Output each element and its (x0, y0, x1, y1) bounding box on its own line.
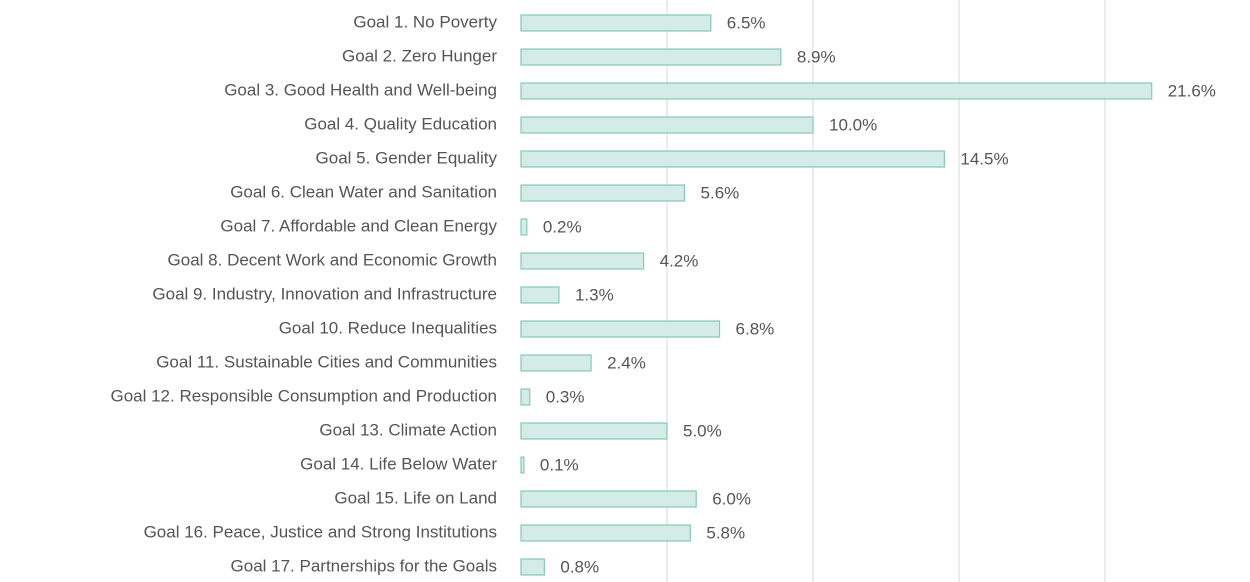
bar (520, 320, 721, 338)
bar (520, 422, 668, 440)
value-label: 21.6% (1168, 81, 1216, 100)
category-label: Goal 8. Decent Work and Economic Growth (168, 250, 497, 269)
bar (520, 524, 691, 542)
category-label: Goal 1. No Poverty (353, 12, 497, 31)
category-label: Goal 4. Quality Education (304, 114, 497, 133)
bar (520, 456, 525, 474)
value-label: 6.8% (736, 319, 775, 338)
value-label: 6.0% (712, 489, 751, 508)
category-label: Goal 12. Responsible Consumption and Pro… (110, 386, 497, 405)
bar (520, 82, 1153, 100)
bar (520, 354, 592, 372)
bar (520, 388, 531, 406)
category-label: Goal 17. Partnerships for the Goals (231, 556, 497, 575)
value-label: 8.9% (797, 47, 836, 66)
value-label: 0.1% (540, 455, 579, 474)
value-label: 0.8% (560, 557, 599, 576)
category-label: Goal 10. Reduce Inequalities (279, 318, 497, 337)
value-label: 5.0% (683, 421, 722, 440)
category-label: Goal 14. Life Below Water (300, 454, 497, 473)
value-label: 6.5% (727, 13, 766, 32)
category-label: Goal 15. Life on Land (334, 488, 497, 507)
value-label: 10.0% (829, 115, 877, 134)
value-label: 0.3% (546, 387, 585, 406)
value-label: 5.6% (701, 183, 740, 202)
bar (520, 218, 528, 236)
bar (520, 116, 814, 134)
category-label: Goal 9. Industry, Innovation and Infrast… (152, 284, 497, 303)
bar (520, 286, 560, 304)
bar (520, 48, 782, 66)
category-label: Goal 11. Sustainable Cities and Communit… (156, 352, 497, 371)
bar (520, 558, 545, 576)
value-label: 14.5% (960, 149, 1008, 168)
value-label: 1.3% (575, 285, 614, 304)
bar (520, 150, 945, 168)
bar (520, 490, 697, 508)
category-label: Goal 5. Gender Equality (316, 148, 498, 167)
category-label: Goal 16. Peace, Justice and Strong Insti… (144, 522, 497, 541)
category-label: Goal 2. Zero Hunger (342, 46, 497, 65)
value-label: 0.2% (543, 217, 582, 236)
category-label: Goal 13. Climate Action (319, 420, 497, 439)
value-label: 4.2% (660, 251, 699, 270)
value-label: 2.4% (607, 353, 646, 372)
bar (520, 184, 686, 202)
category-label: Goal 6. Clean Water and Sanitation (230, 182, 497, 201)
bar (520, 14, 712, 32)
bar (520, 252, 645, 270)
value-label: 5.8% (706, 523, 745, 542)
category-label: Goal 7. Affordable and Clean Energy (220, 216, 497, 235)
category-label: Goal 3. Good Health and Well-being (224, 80, 497, 99)
